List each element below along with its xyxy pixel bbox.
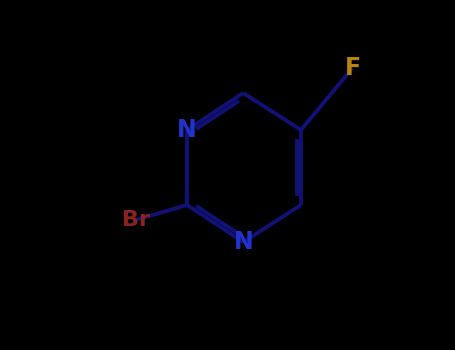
Text: Br: Br: [121, 210, 150, 230]
Text: F: F: [344, 56, 360, 80]
Text: N: N: [233, 230, 253, 254]
Text: N: N: [177, 118, 197, 142]
